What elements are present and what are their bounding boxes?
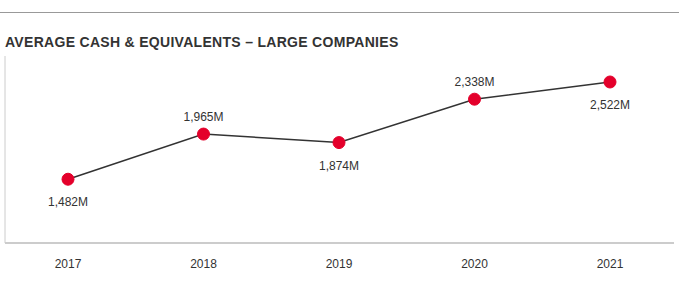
svg-text:2019: 2019 <box>326 257 353 271</box>
svg-text:2020: 2020 <box>461 257 488 271</box>
svg-text:2017: 2017 <box>55 257 82 271</box>
html-text:AVERAGE CASH & EQUIVALENTS – L: AVERAGE CASH & EQUIVALENTS – LARGE COMPA… <box>5 34 399 50</box>
svg-text:1,874M: 1,874M <box>319 159 359 173</box>
svg-text:2021: 2021 <box>597 257 624 271</box>
svg-text:1,965M: 1,965M <box>183 110 223 124</box>
svg-text:1,482M: 1,482M <box>48 195 88 209</box>
svg-text:2018: 2018 <box>190 257 217 271</box>
svg-text:2,522M: 2,522M <box>590 98 630 112</box>
svg-text:2,338M: 2,338M <box>454 75 494 89</box>
